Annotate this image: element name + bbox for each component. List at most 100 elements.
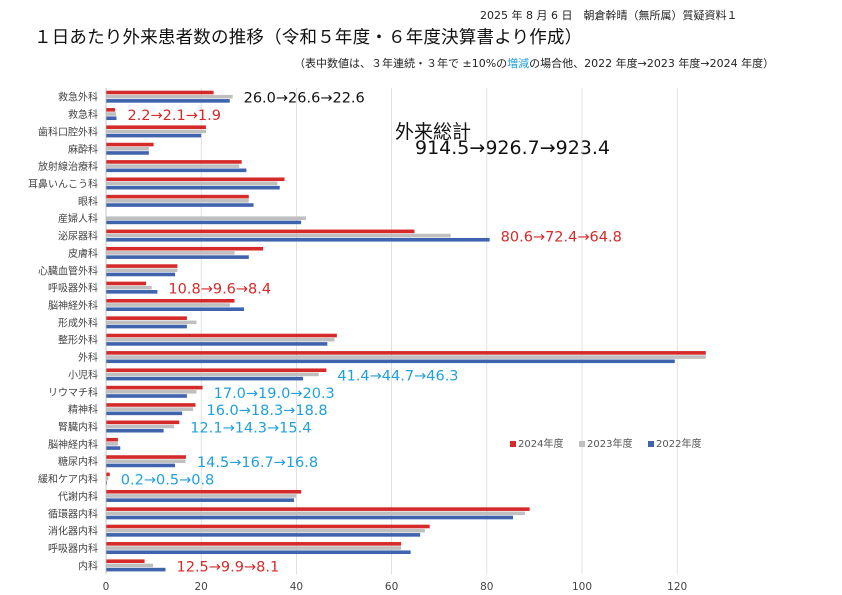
bar	[106, 533, 421, 537]
note-highlight: 増減	[507, 57, 530, 70]
data-annotation: 17.0→19.0→20.3	[214, 386, 335, 402]
category-label: 代謝内科	[58, 490, 98, 503]
data-annotation: 14.5→16.7→16.8	[197, 455, 318, 471]
bar	[106, 177, 285, 182]
legend-swatch	[648, 441, 654, 447]
bar	[106, 316, 187, 320]
bar	[106, 481, 107, 485]
category-label: 小児科	[68, 368, 98, 381]
bar	[106, 142, 154, 147]
bar	[106, 472, 110, 477]
bar	[106, 446, 121, 450]
bar	[106, 403, 196, 407]
x-tick-label: 40	[290, 581, 303, 593]
category-label: 呼吸器内科	[48, 542, 98, 555]
bar	[106, 489, 302, 494]
x-tick-label: 60	[385, 581, 398, 593]
bar	[106, 385, 203, 390]
bar	[106, 524, 430, 529]
bar	[106, 476, 109, 481]
bar	[106, 246, 264, 251]
bar	[106, 515, 513, 520]
bar	[106, 272, 176, 277]
data-annotation: 10.8→9.6→8.4	[168, 282, 271, 298]
bar	[106, 99, 230, 103]
bar	[106, 216, 306, 220]
x-tick-label: 0	[103, 581, 110, 593]
legend-swatch	[510, 441, 516, 447]
bar	[106, 112, 116, 116]
bar	[106, 116, 117, 121]
bar	[106, 264, 178, 268]
document-reference: 2025 年 8 月 6 日 朝倉幹晴（無所属）質疑資料１	[480, 9, 738, 22]
category-label: 形成外科	[58, 316, 98, 329]
bar	[106, 511, 525, 516]
bar	[106, 459, 186, 464]
bar	[106, 424, 175, 429]
bar	[106, 307, 245, 311]
bar	[106, 359, 675, 364]
x-tick-label: 100	[572, 581, 592, 593]
category-label: 脳神経内科	[48, 438, 98, 451]
bar	[106, 411, 183, 416]
data-annotation: 16.0→18.3→18.8	[206, 403, 327, 419]
x-tick-label: 80	[480, 581, 493, 593]
bar	[106, 372, 319, 377]
bar	[106, 455, 186, 459]
bar	[106, 567, 166, 572]
legend-swatch	[579, 441, 585, 447]
category-label: 消化器内科	[48, 525, 98, 538]
category-label: 循環器内科	[48, 507, 98, 520]
category-label: 脳神経外科	[48, 299, 98, 312]
bar	[106, 507, 530, 511]
category-label: 耳鼻いんこう科	[28, 177, 98, 190]
bar	[106, 528, 425, 533]
bar	[106, 94, 233, 99]
bar	[106, 498, 295, 502]
bar	[106, 255, 249, 259]
data-annotation: 0.2→0.5→0.8	[121, 473, 214, 489]
category-label: 泌尿器科	[58, 230, 98, 243]
bar	[106, 233, 451, 238]
legend-label: 2023年度	[587, 437, 632, 450]
x-tick-label: 20	[195, 581, 208, 593]
category-label: リウマチ科	[48, 386, 98, 399]
data-annotation: 12.5→9.9→8.1	[177, 559, 280, 575]
category-label: 救急外科	[58, 91, 98, 104]
category-label: 産婦人科	[58, 212, 98, 225]
category-label: 緩和ケア内科	[38, 473, 98, 486]
bar	[106, 337, 335, 342]
bar	[106, 90, 214, 95]
category-label: 放射線治療科	[38, 160, 98, 173]
category-label: 心臓血管外科	[38, 264, 98, 277]
category-label: 糖尿内科	[58, 455, 98, 468]
chart-title: １日あたり外来患者数の推移（令和５年度・６年度決算書より作成）	[34, 28, 583, 48]
bar	[106, 463, 176, 468]
bar	[106, 285, 152, 290]
bar	[106, 563, 154, 568]
category-label: 救急科	[68, 108, 98, 121]
bar	[106, 125, 206, 129]
bar	[106, 351, 706, 355]
bar	[106, 394, 187, 398]
bar	[106, 320, 197, 325]
bar	[106, 355, 706, 359]
note-text-after: の場合他、2022 年度→2023 年度→2024 年度）	[529, 57, 775, 70]
bar	[106, 237, 490, 242]
bar	[106, 185, 280, 190]
bar	[106, 376, 304, 381]
bar	[106, 299, 235, 303]
bar	[106, 494, 297, 498]
x-tick-label: 120	[667, 581, 687, 593]
bar	[106, 146, 149, 151]
bar	[106, 303, 230, 307]
category-label: 眼科	[78, 195, 98, 208]
bar	[106, 407, 194, 411]
bar	[106, 390, 197, 394]
bar	[106, 542, 402, 546]
bar	[106, 324, 187, 329]
data-annotation: 80.6→72.4→64.8	[501, 230, 622, 246]
data-annotation: 41.4→44.7→46.3	[337, 368, 458, 384]
bar	[106, 164, 240, 168]
bar	[106, 181, 278, 186]
